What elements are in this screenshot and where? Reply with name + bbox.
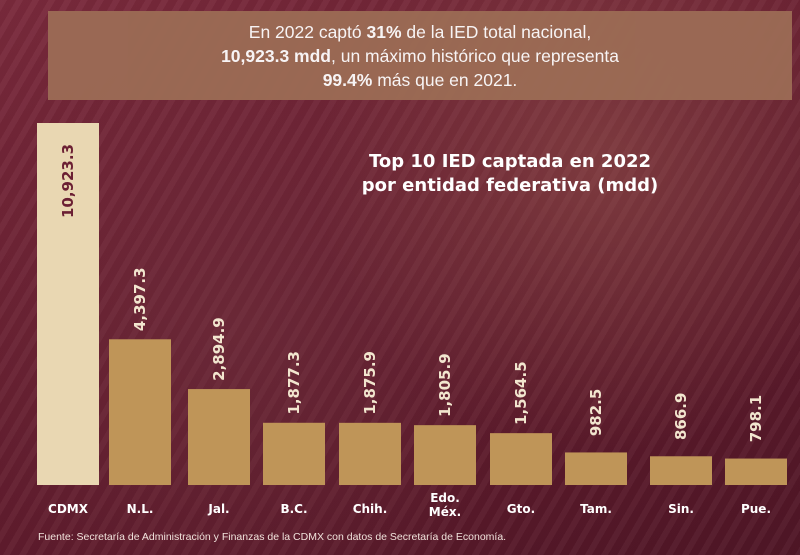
bar-8 (650, 456, 712, 485)
value-label-7: 982.5 (587, 389, 605, 436)
value-label-6: 1,564.5 (512, 361, 530, 425)
category-label-3: B.C. (280, 502, 307, 516)
category-label-8: Sin. (668, 502, 694, 516)
category-label-1: N.L. (127, 502, 154, 516)
bar-2 (188, 389, 250, 485)
category-label-5: Edo. Méx. (429, 491, 461, 519)
value-label-1: 4,397.3 (131, 267, 149, 331)
category-label-4: Chih. (353, 502, 388, 516)
value-label-2: 2,894.9 (210, 317, 228, 381)
category-label-7: Tam. (580, 502, 612, 516)
bar-3 (263, 422, 325, 485)
bar-5 (414, 425, 476, 485)
bar-1 (109, 339, 171, 485)
value-label-8: 866.9 (672, 393, 690, 440)
value-label-5: 1,805.9 (436, 353, 454, 417)
chart-title: Top 10 IED captada en 2022 por entidad f… (361, 151, 659, 196)
category-label-0: CDMX (48, 502, 89, 516)
value-label-4: 1,875.9 (361, 351, 379, 415)
source-note: Fuente: Secretaría de Administración y F… (38, 531, 507, 543)
value-label-3: 1,877.3 (285, 351, 303, 415)
headline-text: En 2022 captó 31% de la IED total nacion… (221, 21, 619, 90)
bar-0 (37, 123, 99, 485)
bar-9 (725, 458, 787, 485)
value-label-0: 10,923.3 (59, 144, 77, 218)
value-label-9: 798.1 (747, 395, 765, 442)
category-label-9: Pue. (741, 502, 771, 516)
bar-7 (565, 452, 627, 485)
bar-6 (490, 433, 552, 485)
category-label-2: Jal. (207, 502, 229, 516)
headline-banner: En 2022 captó 31% de la IED total nacion… (48, 11, 792, 100)
category-label-6: Gto. (507, 502, 535, 516)
bar-4 (339, 422, 401, 485)
